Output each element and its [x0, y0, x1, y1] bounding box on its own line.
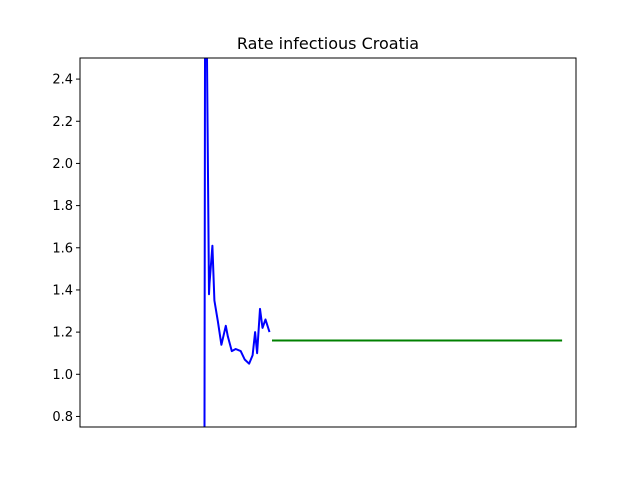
series-layer	[203, 58, 563, 427]
y-tick-label: 1.0	[52, 368, 73, 383]
y-tick-label: 1.8	[52, 199, 73, 214]
y-tick-label: 2.4	[52, 73, 73, 88]
y-tick-label: 0.8	[52, 410, 73, 425]
y-tick-label: 1.4	[52, 283, 73, 298]
plot-frame	[79, 57, 577, 428]
y-tick-label: 2.0	[52, 157, 73, 172]
y-tick-label: 1.2	[52, 326, 73, 341]
y-tick-label: 1.6	[52, 241, 73, 256]
series-line-1	[203, 58, 271, 427]
y-tick-label: 2.2	[52, 115, 73, 130]
y-axis: 0.8 1.0 1.2 1.4 1.6 1.8 2.0 2.2 2.4	[52, 73, 80, 425]
chart-title: Rate infectious Croatia	[237, 34, 419, 53]
